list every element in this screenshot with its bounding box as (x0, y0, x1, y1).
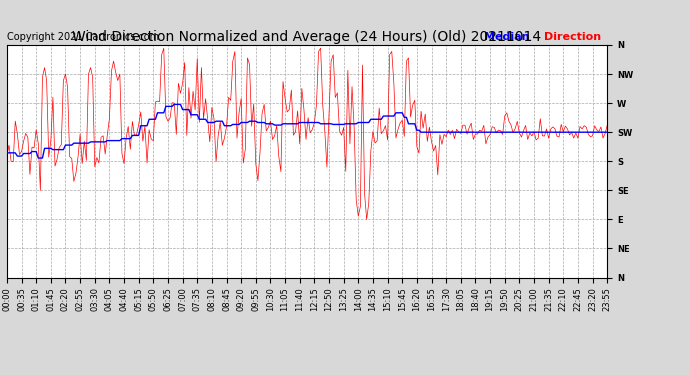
Text: Direction: Direction (544, 32, 601, 42)
Text: Median: Median (484, 32, 529, 42)
Text: Copyright 2021 Cartronics.com: Copyright 2021 Cartronics.com (7, 32, 159, 42)
Title: Wind Direction Normalized and Average (24 Hours) (Old) 20211014: Wind Direction Normalized and Average (2… (72, 30, 542, 44)
